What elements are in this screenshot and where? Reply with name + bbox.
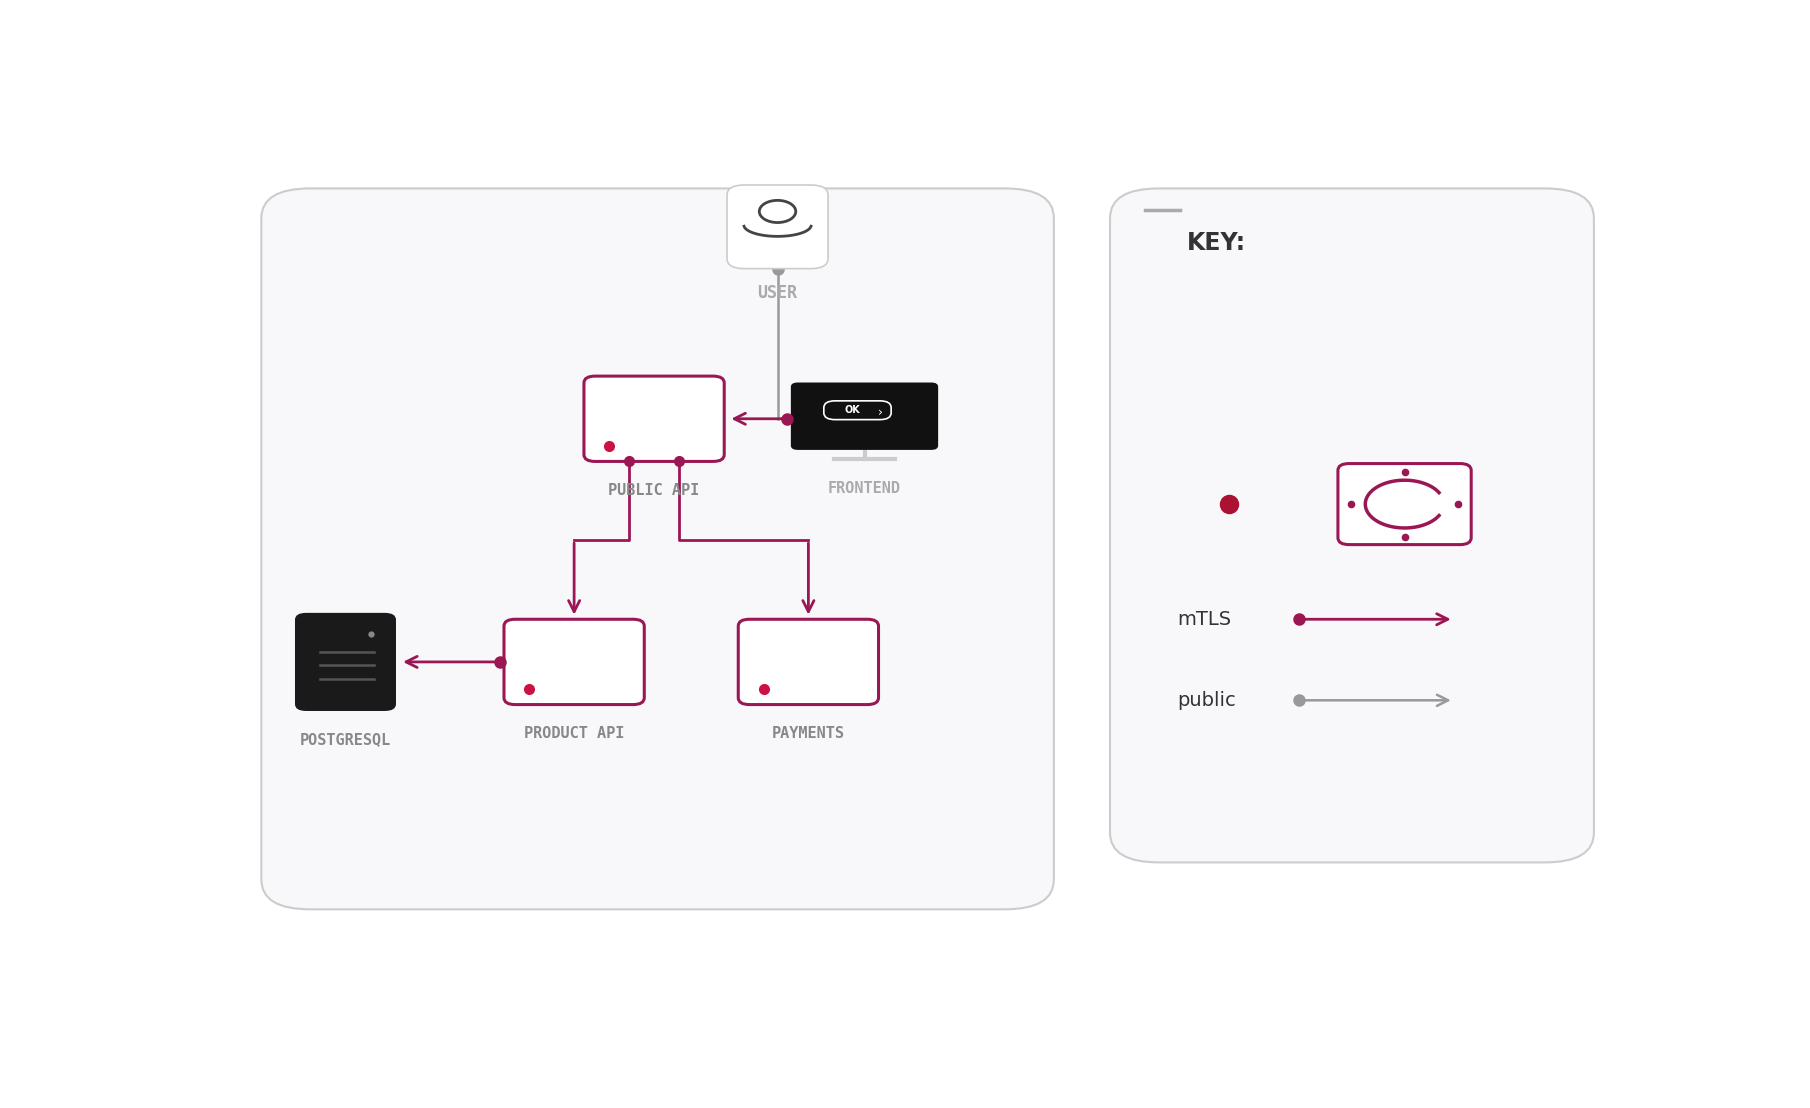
Text: PAYMENTS: PAYMENTS bbox=[771, 726, 845, 741]
Text: public: public bbox=[1176, 690, 1236, 710]
Text: KEY:: KEY: bbox=[1187, 232, 1247, 255]
Text: POSTGRESQL: POSTGRESQL bbox=[300, 732, 391, 747]
FancyBboxPatch shape bbox=[1110, 188, 1595, 862]
Text: USER: USER bbox=[758, 284, 798, 302]
FancyBboxPatch shape bbox=[295, 613, 396, 711]
Text: ›: › bbox=[878, 406, 883, 419]
Circle shape bbox=[760, 201, 796, 223]
FancyBboxPatch shape bbox=[738, 619, 878, 705]
FancyBboxPatch shape bbox=[503, 619, 644, 705]
FancyBboxPatch shape bbox=[585, 376, 724, 461]
FancyBboxPatch shape bbox=[728, 185, 827, 268]
Text: OK: OK bbox=[843, 406, 860, 416]
FancyBboxPatch shape bbox=[1338, 463, 1472, 545]
Text: FRONTEND: FRONTEND bbox=[827, 481, 901, 495]
FancyBboxPatch shape bbox=[824, 401, 891, 420]
FancyBboxPatch shape bbox=[791, 382, 938, 450]
Text: PUBLIC API: PUBLIC API bbox=[608, 483, 700, 497]
Text: PRODUCT API: PRODUCT API bbox=[523, 726, 624, 741]
Text: mTLS: mTLS bbox=[1176, 609, 1231, 628]
FancyBboxPatch shape bbox=[261, 188, 1053, 910]
